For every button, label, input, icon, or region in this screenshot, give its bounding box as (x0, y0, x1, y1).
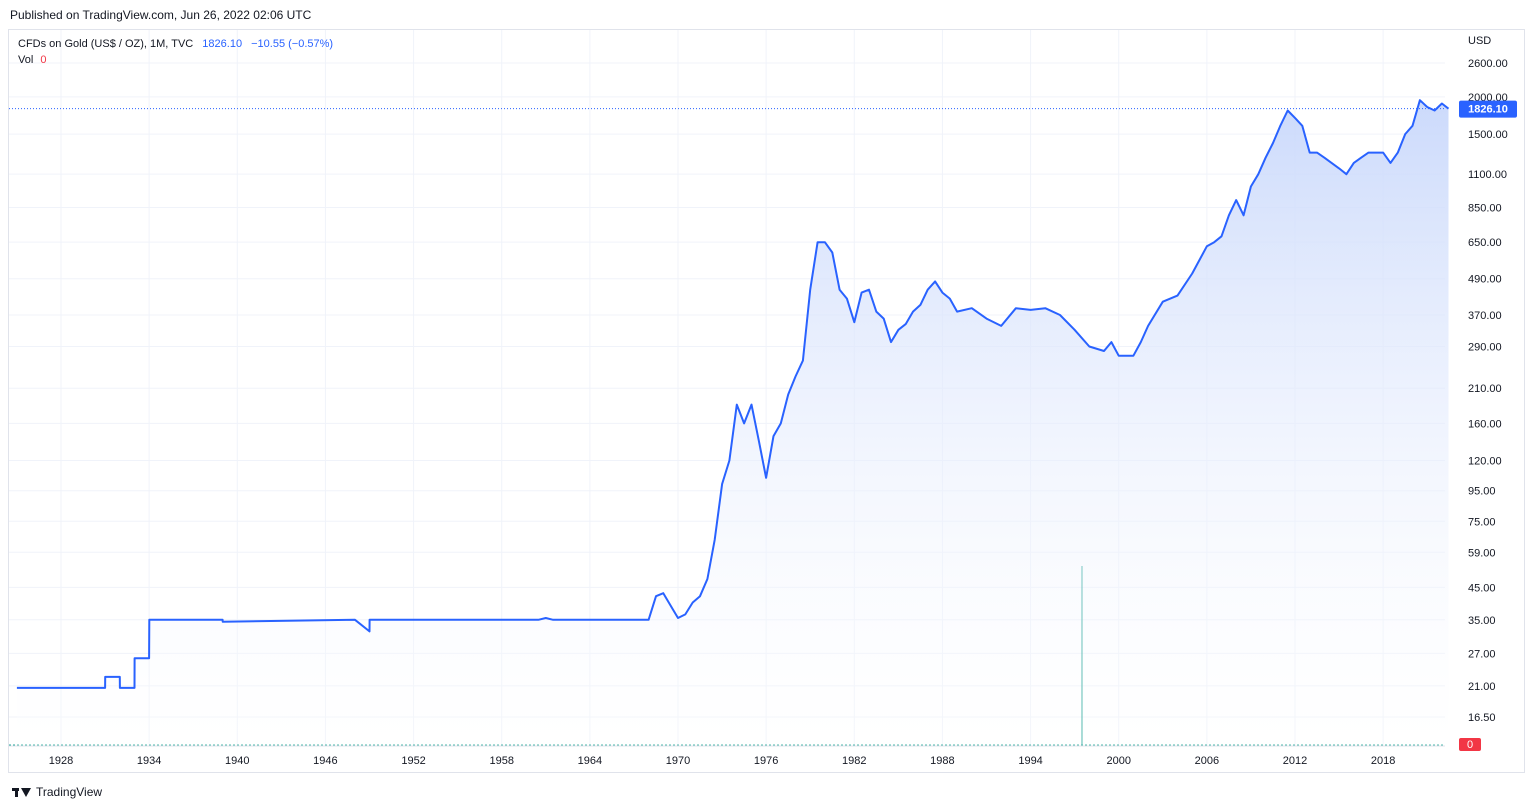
y-tick-label: 16.50 (1468, 712, 1496, 724)
x-tick-label: 1928 (49, 755, 73, 767)
price-series (16, 99, 1450, 746)
tradingview-brand[interactable]: TradingView (12, 785, 102, 799)
x-tick-label: 1988 (930, 755, 954, 767)
last-price-badge (1459, 100, 1517, 118)
y-tick-label: 45.00 (1468, 582, 1496, 594)
y-tick-label: 120.00 (1468, 456, 1502, 468)
y-tick-label: 1500.00 (1468, 129, 1508, 141)
x-tick-label: 1964 (578, 755, 602, 767)
published-note: Published on TradingView.com, Jun 26, 20… (10, 8, 312, 22)
y-tick-label: 59.00 (1468, 547, 1496, 559)
y-tick-label: 210.00 (1468, 383, 1502, 395)
price-markers: 1826.10 0 (9, 100, 1517, 751)
x-tick-label: 1976 (754, 755, 778, 767)
x-tick-label: 1970 (666, 755, 690, 767)
volume-badge-text: 0 (1467, 739, 1473, 751)
brand-name: TradingView (36, 785, 103, 799)
y-tick-label: 95.00 (1468, 486, 1496, 498)
x-tick-label: 1934 (137, 755, 161, 767)
y-tick-label: 35.00 (1468, 615, 1496, 627)
volume-badge (1459, 738, 1481, 751)
tradingview-logo-icon (12, 786, 32, 798)
x-tick-label: 1982 (842, 755, 866, 767)
y-tick-label: 290.00 (1468, 341, 1502, 353)
last-price: 1826.10 (202, 38, 243, 50)
x-tick-label: 2012 (1283, 755, 1307, 767)
x-tick-label: 1958 (489, 755, 513, 767)
x-tick-label: 1994 (1018, 755, 1042, 767)
y-tick-label: 27.00 (1468, 648, 1496, 660)
chart-frame (8, 29, 1525, 773)
x-tick-label: 1952 (401, 755, 425, 767)
x-tick-label: 2006 (1195, 755, 1219, 767)
x-tick-label: 1946 (313, 755, 337, 767)
x-tick-label: 2000 (1106, 755, 1130, 767)
price-area-fill (16, 100, 1449, 746)
y-tick-label: 490.00 (1468, 274, 1502, 286)
y-tick-label: 650.00 (1468, 237, 1502, 249)
y-tick-label: 2600.00 (1468, 58, 1508, 70)
y-tick-label: 1100.00 (1468, 169, 1507, 181)
price-line (16, 99, 1450, 689)
time-axis: 1928 1934 1940 1946 1952 1958 1964 1970 1976 1982… (9, 745, 1445, 767)
price-axis: USD2600.002000.001500.001100.00850.00650… (1468, 35, 1508, 724)
price-change: −10.55 (−0.57%) (251, 38, 334, 50)
y-tick-label: 850.00 (1468, 203, 1502, 215)
y-tick-label: 21.00 (1468, 681, 1496, 693)
y-tick-label: 75.00 (1468, 516, 1496, 528)
y-tick-label: 160.00 (1468, 418, 1502, 430)
x-tick-label: 1940 (225, 755, 249, 767)
volume-value: 0 (40, 54, 47, 66)
y-tick-label: 370.00 (1468, 310, 1502, 322)
chart-legend: CFDs on Gold (US$ / OZ), 1M, TVC 1826.10… (18, 36, 333, 68)
volume-label: Vol (18, 54, 34, 66)
last-price-badge-text: 1826.10 (1468, 104, 1508, 116)
symbol-label: CFDs on Gold (US$ / OZ), 1M, TVC (18, 38, 194, 50)
y-axis-unit: USD (1468, 35, 1491, 47)
x-tick-label: 2018 (1371, 755, 1395, 767)
